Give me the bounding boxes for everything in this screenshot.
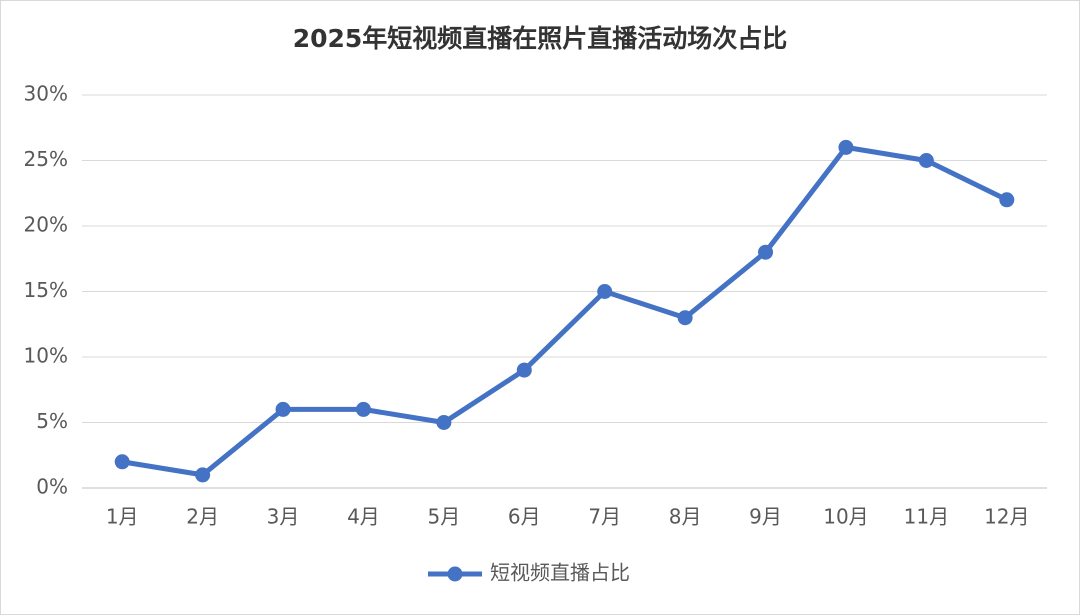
data-point xyxy=(758,244,774,260)
y-tick-label: 5% xyxy=(36,409,68,433)
data-point xyxy=(516,362,532,378)
data-point xyxy=(436,415,452,430)
y-tick-label: 25% xyxy=(24,147,68,171)
x-tick-label: 10月 xyxy=(823,505,868,529)
x-tick-label: 12月 xyxy=(984,505,1029,529)
data-point xyxy=(355,401,371,417)
legend-marker xyxy=(447,566,463,582)
data-point xyxy=(918,153,934,168)
x-tick-label: 2月 xyxy=(186,505,219,529)
y-tick-label: 0% xyxy=(36,475,68,499)
y-tick-label: 30% xyxy=(24,82,68,106)
x-tick-label: 5月 xyxy=(428,505,461,529)
data-point xyxy=(999,192,1015,208)
y-tick-label: 20% xyxy=(24,213,68,237)
series-line xyxy=(121,144,1008,478)
x-tick-label: 4月 xyxy=(347,505,380,529)
data-point xyxy=(275,401,291,417)
x-tick-label: 9月 xyxy=(749,505,782,529)
y-tick-label: 10% xyxy=(24,344,68,368)
x-tick-label: 7月 xyxy=(588,505,621,529)
x-tick-label: 3月 xyxy=(267,505,300,529)
data-point xyxy=(114,454,130,470)
chart-title: 2025年短视频直播在照片直播活动场次占比 xyxy=(293,24,788,53)
data-point xyxy=(195,467,211,483)
y-tick-label: 15% xyxy=(24,278,68,302)
x-tick-label: 11月 xyxy=(904,505,949,529)
data-point xyxy=(838,139,854,155)
legend-label: 短视频直播占比 xyxy=(490,561,630,585)
data-point xyxy=(677,310,693,326)
x-tick-label: 1月 xyxy=(106,505,139,529)
x-tick-label: 8月 xyxy=(669,505,702,529)
x-tick-label: 6月 xyxy=(508,505,541,529)
data-point xyxy=(597,284,613,299)
